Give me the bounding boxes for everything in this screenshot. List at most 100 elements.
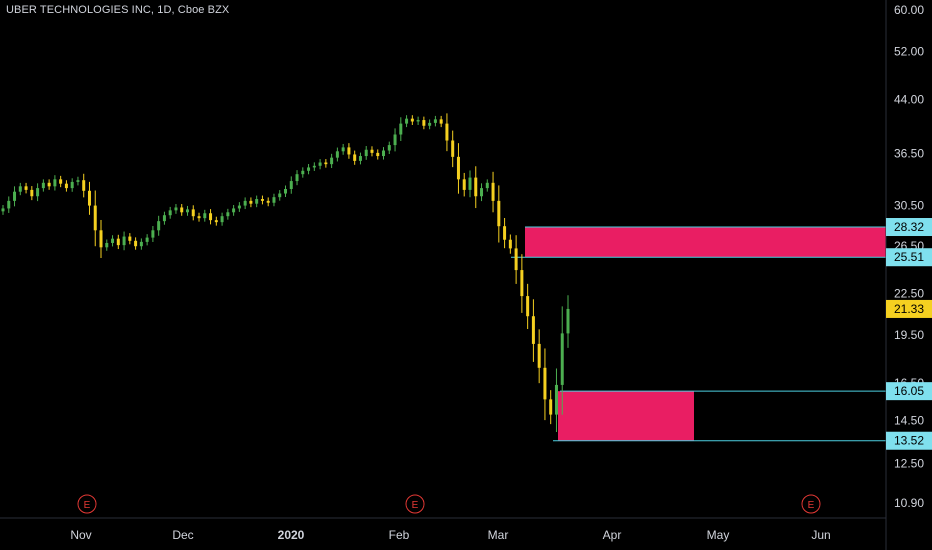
- earnings-marker[interactable]: E: [801, 494, 821, 514]
- bar-body: [174, 207, 178, 211]
- bar-body: [399, 123, 403, 135]
- price-label-bg: [886, 431, 932, 450]
- price-axis-labels: 28.32 25.51 21.33 16.05 13.52: [886, 218, 932, 450]
- earnings-label: E: [412, 500, 419, 511]
- price-label-bg: [886, 218, 932, 237]
- bar-body: [157, 221, 161, 231]
- price-bar: [41, 179, 45, 192]
- zone-rect: [525, 227, 886, 258]
- price-bar: [422, 116, 426, 130]
- price-bar: [266, 197, 270, 207]
- price-bar: [111, 235, 115, 247]
- bar-body: [226, 212, 230, 217]
- bar-body: [36, 188, 40, 197]
- price-label-text: 21.33: [894, 302, 924, 316]
- price-bar: [324, 159, 328, 168]
- bar-body: [433, 119, 437, 123]
- price-bar: [278, 190, 282, 201]
- price-bar: [474, 166, 478, 209]
- supply-demand-zones: [525, 227, 886, 441]
- price-bar: [514, 235, 518, 284]
- price-tick-label: 19.50: [894, 328, 924, 342]
- price-bar: [134, 237, 138, 250]
- bar-body: [168, 210, 172, 216]
- time-tick-label: Mar: [488, 528, 509, 542]
- time-tick-label: Feb: [389, 528, 410, 542]
- bar-body: [139, 241, 143, 247]
- price-bar: [543, 348, 547, 421]
- price-bar: [105, 239, 109, 251]
- price-tick-label: 44.00: [894, 93, 924, 107]
- bar-body: [335, 151, 339, 158]
- bar-body: [209, 213, 213, 221]
- bar-body: [59, 179, 63, 184]
- price-bar: [162, 211, 166, 225]
- price-bar: [47, 179, 51, 190]
- earnings-marker[interactable]: E: [77, 494, 97, 514]
- bar-body: [353, 154, 357, 161]
- bar-body: [428, 122, 432, 126]
- price-bar: [307, 164, 311, 175]
- bar-body: [255, 199, 259, 204]
- bar-body: [543, 367, 547, 400]
- bar-body: [566, 308, 570, 334]
- price-bar: [312, 162, 316, 171]
- price-bar: [549, 390, 553, 425]
- price-label-tag: 28.32: [886, 218, 932, 237]
- bar-body: [70, 181, 74, 189]
- bar-body: [93, 205, 97, 231]
- bar-body: [416, 120, 420, 122]
- bar-body: [13, 191, 17, 201]
- bar-body: [111, 238, 115, 243]
- price-bar: [330, 153, 334, 169]
- price-bar: [59, 175, 63, 188]
- bar-body: [526, 296, 530, 317]
- bar-body: [497, 200, 501, 227]
- price-bar: [480, 183, 484, 202]
- price-bar: [353, 150, 357, 165]
- bar-body: [376, 152, 380, 157]
- price-label-bg: [886, 248, 932, 267]
- price-bar: [116, 234, 120, 250]
- price-tick-label: 36.50: [894, 147, 924, 161]
- bar-body: [214, 220, 218, 223]
- price-bar: [203, 209, 207, 222]
- price-bar: [393, 128, 397, 152]
- price-bar: [410, 115, 414, 125]
- price-levels: [511, 226, 886, 442]
- price-bar: [364, 146, 368, 160]
- earnings-marker[interactable]: E: [405, 494, 425, 514]
- bar-body: [456, 156, 460, 180]
- bar-body: [7, 200, 11, 209]
- bar-body: [301, 170, 305, 175]
- zone-rect: [558, 391, 694, 441]
- price-tick-label: 52.00: [894, 44, 924, 58]
- bar-body: [520, 270, 524, 297]
- price-tick-label: 22.50: [894, 287, 924, 301]
- price-bar: [220, 212, 224, 226]
- bar-body: [47, 182, 51, 187]
- bar-body: [324, 162, 328, 165]
- bar-body: [382, 150, 386, 157]
- bar-body: [53, 179, 57, 187]
- time-tick-label: Dec: [172, 528, 193, 542]
- price-bar: [433, 115, 437, 127]
- price-bar: [456, 143, 460, 194]
- bar-body: [128, 236, 132, 241]
- bar-body: [87, 190, 91, 206]
- bar-body: [439, 119, 443, 124]
- bar-body: [451, 140, 455, 157]
- earnings-label: E: [84, 500, 91, 511]
- price-bar: [428, 119, 432, 130]
- price-label-tag: 16.05: [886, 382, 932, 401]
- bar-body: [387, 145, 391, 151]
- bar-body: [272, 197, 276, 203]
- bar-body: [480, 188, 484, 197]
- bar-body: [185, 209, 189, 213]
- bar-body: [330, 157, 334, 165]
- price-label-text: 16.05: [894, 384, 924, 398]
- bar-body: [405, 118, 409, 124]
